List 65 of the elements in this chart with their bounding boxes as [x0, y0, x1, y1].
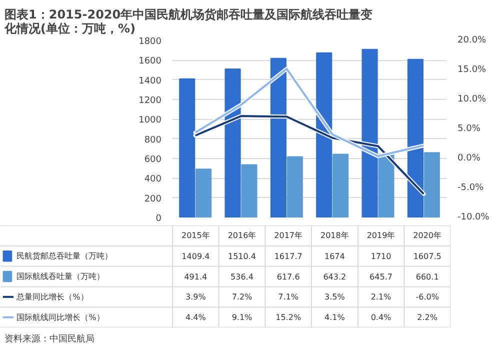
y-tick-label: 600: [144, 155, 162, 165]
legend-label: 民航货邮总吞吐量（万吨）: [16, 252, 113, 261]
x-tick-label: 2018年: [320, 231, 349, 240]
data-label: 491.4: [184, 272, 208, 282]
data-label: 643.2: [323, 272, 346, 282]
y2-tick-label: -10.0%: [458, 212, 490, 222]
y2-tick-label: 10.0%: [458, 94, 487, 104]
data-label: 645.7: [370, 272, 392, 282]
data-label: 0.4%: [370, 312, 392, 322]
bar: [196, 168, 212, 218]
x-tick-label: 2016年: [228, 231, 256, 240]
data-label: 1674: [324, 252, 345, 262]
data-label: 2.2%: [417, 312, 438, 322]
bar: [332, 154, 349, 218]
data-label: 1607.5: [413, 252, 442, 262]
y2-tick-label: 5.0%: [458, 124, 481, 134]
data-label: 617.6: [276, 272, 300, 282]
y2-tick-label: 0.0%: [458, 154, 481, 164]
chart-title: 图表1：2015-2020年中国民航机场货邮吞吐量及国际航线吞吐量变化情况(单位：万吨，%): [4, 8, 373, 36]
data-label: 7.1%: [278, 292, 299, 302]
bar: [179, 78, 196, 218]
y-tick-label: 1800: [138, 37, 162, 47]
x-tick-label: 2017年: [274, 231, 303, 240]
data-label: 4.4%: [186, 312, 206, 322]
y-tick-label: 1200: [138, 96, 162, 106]
data-label: 536.4: [230, 272, 254, 282]
bar: [407, 58, 424, 218]
data-label: 1409.4: [182, 252, 210, 262]
x-tick-label: 2015年: [181, 231, 210, 240]
bar: [316, 52, 332, 218]
data-label: 2.1%: [370, 292, 392, 302]
x-tick-label: 2019年: [366, 231, 396, 240]
bar: [378, 154, 394, 218]
data-label: 1710: [370, 252, 392, 262]
y2-tick-label: -5.0%: [458, 183, 484, 193]
data-label: 1510.4: [228, 252, 256, 262]
bar: [362, 48, 378, 218]
y-tick-label: 1000: [138, 116, 162, 126]
y2-tick-label: 20.0%: [458, 36, 487, 46]
bar: [224, 68, 241, 218]
data-label: 9.1%: [232, 312, 253, 322]
legend-label: 国际航线吞吐量（万吨）: [16, 272, 105, 281]
data-label: 4.1%: [324, 312, 346, 322]
data-label: 15.2%: [276, 312, 302, 322]
bar: [241, 164, 258, 218]
y-tick-label: 0: [156, 214, 162, 224]
data-label: 3.9%: [186, 292, 206, 302]
y-tick-label: 200: [144, 194, 162, 204]
legend-label: 总量同比增长（%）: [16, 292, 88, 302]
y2-tick-label: 15.0%: [458, 65, 487, 75]
y-tick-label: 800: [144, 135, 162, 146]
bar: [286, 156, 303, 218]
y-tick-label: 1600: [138, 56, 162, 67]
data-label: 7.2%: [232, 292, 253, 302]
y-tick-label: 400: [144, 174, 162, 185]
y-tick-label: 1400: [138, 76, 162, 86]
bar: [270, 58, 286, 218]
bar: [424, 152, 440, 218]
legend-label: 国际航线同比增长（%）: [16, 312, 104, 322]
data-label: 1617.7: [274, 252, 302, 262]
data-label: 660.1: [416, 272, 439, 282]
data-label: 3.5%: [324, 292, 346, 302]
data-label: -6.0%: [416, 292, 440, 302]
text: 资料来源：中国民航局: [4, 334, 94, 344]
x-tick-label: 2020年: [413, 231, 442, 240]
